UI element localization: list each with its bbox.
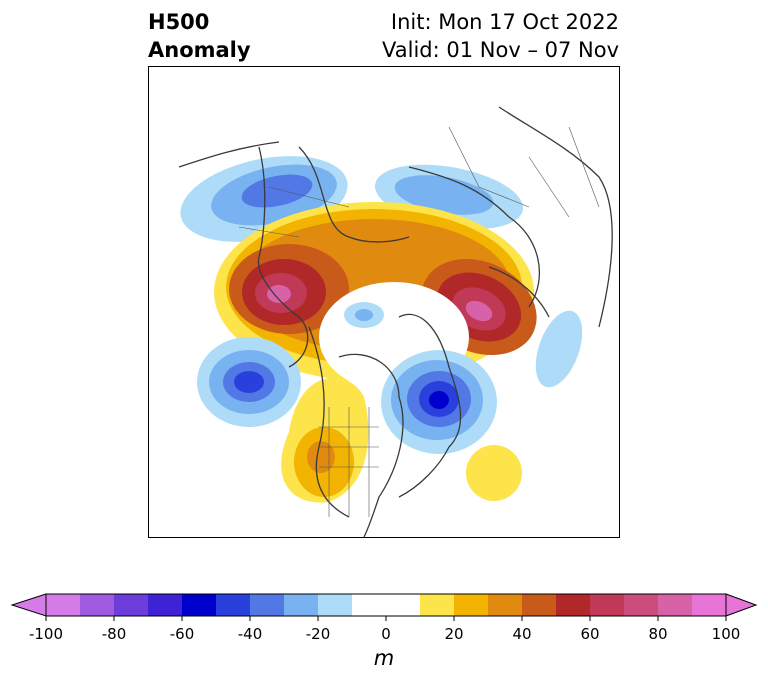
valid-range: Valid: 01 Nov – 07 Nov [382,38,619,62]
negative-anomaly-pacific-west [180,156,348,242]
title-quantity: Anomaly [148,38,251,62]
colorbar-bin [318,594,352,616]
colorbar-bin [284,594,318,616]
colorbar-bin [692,594,726,616]
colorbar-tick-label: -80 [101,625,127,643]
colorbar-bin [250,594,284,616]
colorbar [10,593,758,621]
colorbar-tick-label: -40 [237,625,263,643]
colorbar-bin [216,594,250,616]
colorbar-bin [658,594,692,616]
colorbar-bin [80,594,114,616]
negative-anomaly-hudson-bay [381,350,497,454]
colorbar-tick-label: 20 [444,625,464,643]
colorbar-bin [522,594,556,616]
colorbar-tick-marks [45,616,727,621]
map-title-left: H500 Anomaly [148,8,251,64]
colorbar-tick-label: -20 [305,625,331,643]
colorbar-extend-max [725,593,758,617]
colorbar-bin [46,594,80,616]
colorbar-bin [148,594,182,616]
init-date: Init: Mon 17 Oct 2022 [390,10,619,34]
colorbar-fills [46,594,726,616]
colorbar-bin [114,594,148,616]
colorbar-bin [352,594,420,616]
colorbar-tick-label: 80 [648,625,668,643]
colorbar-bin [420,594,454,616]
colorbar-tick-label: 40 [512,625,532,643]
colorbar-tick-label: -60 [169,625,195,643]
colorbar-extend-min [10,593,47,617]
map-title-right: Init: Mon 17 Oct 2022 Valid: 01 Nov – 07… [382,8,619,64]
colorbar-tick-label: 100 [711,625,741,643]
colorbar-bin [488,594,522,616]
colorbar-tick-label: 0 [381,625,391,643]
colorbar-bin [556,594,590,616]
map-canvas [178,106,613,537]
colorbar-bin [590,594,624,616]
political-borders [238,126,600,517]
colorbar-bin [624,594,658,616]
negative-anomaly-gulf-of-alaska [197,337,301,427]
colorbar-bin [182,594,216,616]
colorbar-tick-label: -100 [28,625,64,643]
positive-anomaly-atlantic [466,445,522,501]
positive-anomaly-western-us [281,377,369,503]
colorbar-bin [454,594,488,616]
colorbar-unit-label: m [373,646,395,670]
title-variable: H500 [148,10,210,34]
colorbar-tick-label: 60 [580,625,600,643]
negative-anomaly-east-atlantic [535,310,583,388]
anomaly-map [148,66,620,538]
